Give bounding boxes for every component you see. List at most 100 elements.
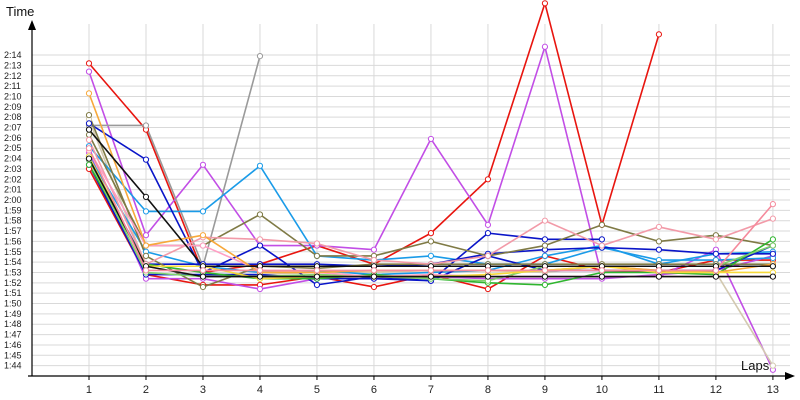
data-point — [655, 238, 663, 245]
data-point — [598, 236, 606, 243]
x-tick-label: 3 — [200, 384, 206, 396]
data-point — [598, 267, 606, 274]
data-point — [769, 250, 777, 257]
data-point — [484, 252, 492, 260]
data-point — [712, 236, 720, 243]
data-point — [256, 242, 264, 249]
data-point — [370, 283, 378, 291]
data-point — [199, 273, 207, 280]
y-tick-label: 1:49 — [4, 309, 22, 319]
data-point — [142, 242, 150, 249]
data-point — [142, 232, 150, 239]
y-tick-label: 1:53 — [4, 267, 22, 277]
data-point — [769, 201, 777, 208]
data-point — [484, 267, 492, 274]
data-point — [598, 221, 606, 228]
data-point — [541, 236, 549, 243]
y-tick-label: 1:59 — [4, 205, 22, 215]
data-point — [85, 90, 93, 97]
data-point — [199, 267, 207, 274]
data-point — [256, 273, 264, 280]
x-tick-label: 11 — [653, 384, 664, 396]
data-point — [256, 52, 264, 60]
y-tick-label: 1:44 — [4, 361, 22, 371]
data-point — [427, 238, 435, 245]
y-tick-label: 1:54 — [4, 257, 22, 267]
data-point — [142, 122, 150, 129]
data-point — [199, 242, 207, 249]
data-point — [427, 267, 435, 274]
data-point — [655, 246, 663, 253]
y-tick-label: 2:05 — [4, 143, 22, 153]
data-point — [541, 217, 549, 224]
data-point — [484, 285, 492, 293]
data-point — [313, 267, 321, 274]
y-tick-label: 2:13 — [4, 60, 22, 70]
data-point — [427, 273, 435, 280]
y-tick-label: 2:14 — [4, 50, 22, 60]
axes — [28, 20, 795, 380]
data-point — [85, 155, 93, 162]
data-point — [769, 242, 777, 249]
x-tick-label: 6 — [371, 384, 377, 396]
data-point — [142, 156, 150, 163]
data-point — [142, 267, 150, 274]
data-point — [85, 136, 93, 144]
data-point — [85, 131, 93, 138]
data-point — [769, 215, 777, 222]
x-axis-arrow-icon — [785, 372, 795, 380]
data-point — [769, 273, 777, 280]
data-point — [370, 267, 378, 274]
x-tick-label: 7 — [428, 384, 434, 396]
y-axis-title: Time — [6, 4, 34, 19]
data-point — [655, 223, 663, 231]
data-point — [427, 230, 435, 237]
data-point — [256, 236, 264, 243]
y-tick-label: 1:56 — [4, 236, 22, 246]
y-tick-label: 1:47 — [4, 330, 22, 340]
y-tick-label: 1:52 — [4, 278, 22, 288]
data-point — [769, 236, 777, 243]
data-point — [142, 252, 150, 260]
data-point — [541, 281, 549, 288]
y-tick-label: 2:06 — [4, 133, 22, 143]
y-tick-label: 1:50 — [4, 299, 22, 309]
data-point — [256, 162, 264, 169]
x-tick-label: 2 — [143, 384, 149, 396]
y-tick-label: 2:10 — [4, 91, 22, 101]
data-point — [541, 273, 549, 280]
data-point — [541, 242, 549, 249]
y-tick-label: 2:00 — [4, 195, 22, 205]
data-point — [370, 246, 378, 253]
data-point — [142, 208, 150, 215]
y-tick-label: 2:03 — [4, 164, 22, 174]
x-tick-labels: 1 2 3 4 5 6 7 8 9 10 11 12 13 — [86, 384, 779, 396]
data-point — [655, 273, 663, 280]
y-tick-label: 2:09 — [4, 102, 22, 112]
series-line-4 — [88, 55, 261, 268]
data-point — [85, 68, 93, 75]
data-point — [712, 267, 720, 274]
y-tick-label: 1:46 — [4, 340, 22, 350]
x-tick-label: 12 — [710, 384, 722, 396]
data-point — [769, 263, 777, 270]
data-point — [712, 250, 720, 257]
data-point — [484, 176, 492, 183]
data-point — [541, 267, 549, 274]
y-axis-arrow-icon — [28, 20, 36, 30]
y-tick-labels: 1:441:451:461:471:481:491:501:511:521:53… — [4, 50, 22, 371]
data-point — [313, 240, 321, 247]
data-point — [427, 252, 435, 260]
data-point — [85, 60, 93, 67]
data-point — [199, 161, 207, 168]
x-tick-label: 5 — [314, 384, 320, 396]
data-point — [484, 273, 492, 280]
x-tick-label: 1 — [86, 384, 92, 396]
series-markers — [85, 0, 777, 373]
y-tick-label: 2:01 — [4, 185, 22, 195]
data-point — [655, 267, 663, 274]
y-tick-label: 1:48 — [4, 319, 22, 329]
data-point — [769, 362, 777, 369]
x-tick-label: 4 — [257, 384, 263, 396]
